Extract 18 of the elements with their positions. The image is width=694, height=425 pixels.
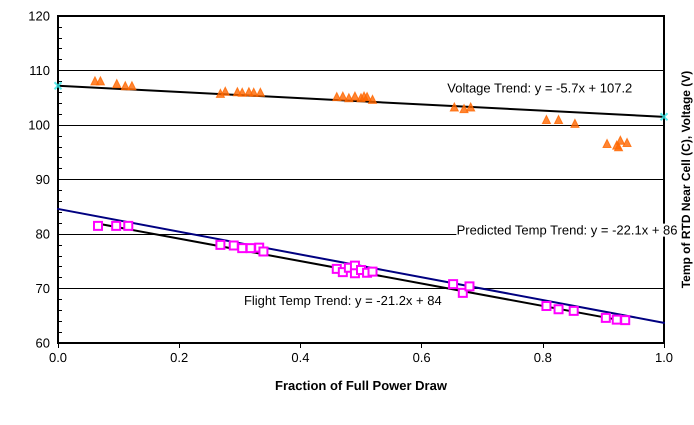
y-tick-label: 100 [28, 118, 50, 132]
x-tick-label: 0.0 [48, 350, 68, 365]
y-tick-label: 60 [36, 336, 50, 350]
x-tick-label: 0.6 [412, 350, 431, 365]
annotation: Voltage Trend: y = -5.7x + 107.2 [447, 80, 632, 96]
x-tick-label: 0.8 [534, 350, 552, 365]
x-axis-title: Fraction of Full Power Draw [275, 378, 448, 393]
y-tick-label: 70 [36, 281, 50, 296]
y-tick-label: 90 [36, 172, 50, 187]
x-tick-label: 0.2 [170, 350, 188, 365]
annotation: Predicted Temp Trend: y = -22.1x + 86 [456, 222, 678, 238]
y-tick-label: 120 [28, 8, 50, 24]
annotation: Flight Temp Trend: y = -21.2x + 84 [244, 292, 442, 308]
x-tick-label: 0.4 [291, 350, 310, 365]
y-tick-label: 110 [29, 63, 50, 78]
y-axis-title: Temp of RTD Near Cell (C), Voltage (V) [679, 70, 693, 288]
y-tick-label: 80 [36, 226, 50, 242]
x-tick-label: 1.0 [654, 350, 674, 365]
